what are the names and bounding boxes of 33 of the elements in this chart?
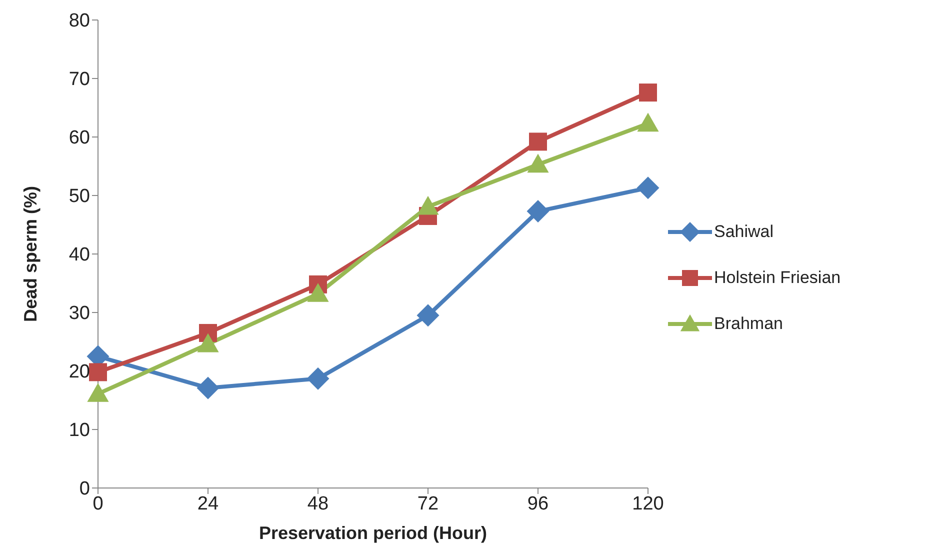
y-tick-label: 70	[68, 69, 90, 90]
y-tick-label: 10	[68, 420, 90, 442]
point	[197, 333, 219, 352]
point	[526, 200, 550, 223]
x-axis-title: Preservation period (Hour)	[258, 522, 488, 543]
y-tick-label: 60	[68, 128, 90, 149]
x-tick-label: 48	[307, 493, 329, 514]
y-tick-label: 40	[68, 244, 90, 266]
point	[87, 383, 109, 402]
x-tick-label: 120	[632, 493, 664, 514]
legend-label: Holstein Friesian	[714, 268, 841, 288]
point	[637, 112, 659, 132]
y-axis-title: Dead sperm (%)	[20, 186, 40, 322]
point	[529, 132, 547, 151]
x-tick-label: 0	[92, 493, 104, 514]
point	[306, 367, 330, 390]
point	[527, 154, 549, 173]
y-tick-label: 50	[68, 186, 90, 208]
x-tick-label: 72	[417, 493, 439, 514]
x-tick-label: 24	[197, 493, 219, 514]
point	[196, 376, 220, 400]
y-tick-label: 30	[68, 303, 90, 324]
point	[417, 196, 439, 215]
legend-label: Sahiwal	[714, 222, 774, 242]
point	[416, 304, 440, 327]
y-tick-label: 0	[79, 478, 90, 500]
point	[307, 282, 329, 302]
y-tick-label: 80	[68, 10, 90, 32]
point	[89, 363, 107, 382]
point	[639, 84, 657, 102]
point	[636, 176, 660, 200]
x-tick-label: 96	[527, 493, 549, 514]
legend-label: Brahman	[714, 314, 783, 334]
